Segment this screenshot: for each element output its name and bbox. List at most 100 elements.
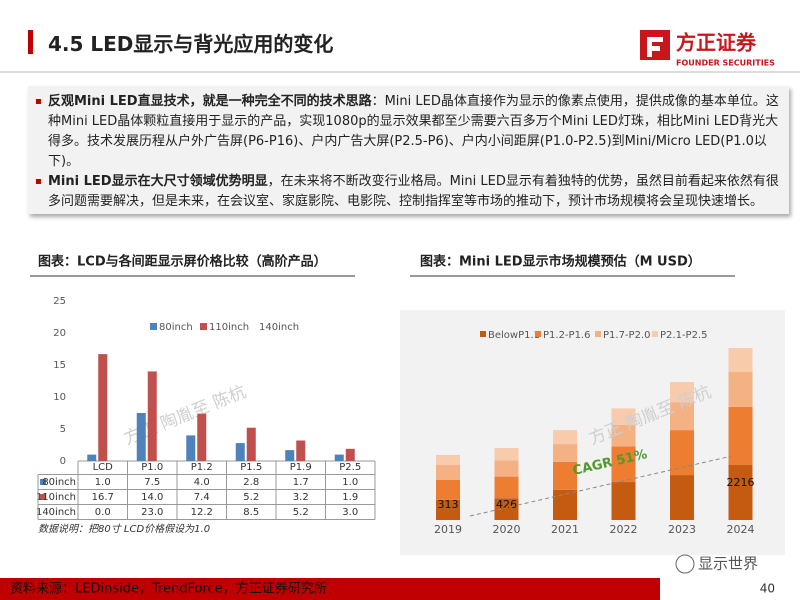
x-tick-label: 2020: [493, 523, 521, 536]
bar: [98, 354, 108, 461]
bar-segment: [436, 499, 460, 520]
legend-key: [200, 323, 207, 330]
bar-segment: [553, 444, 577, 462]
bullet: 反观Mini LED直显技术，就是一种完全不同的技术思路：Mini LED晶体直…: [36, 92, 781, 172]
table-cell: 2.8: [243, 477, 259, 488]
legend-label: 110inch: [209, 322, 249, 333]
bar: [296, 440, 306, 461]
table-cell: 5.2: [293, 507, 309, 518]
page-number: 40: [760, 582, 775, 596]
note: 数据说明：把80寸 LCD价格假设为1.0: [38, 523, 210, 535]
table-cell: 1.0: [95, 477, 111, 488]
table-cell: 0.0: [95, 507, 111, 518]
x-tick-label: 2023: [668, 523, 696, 536]
x-tick-label: P1.5: [240, 462, 262, 473]
table-cell: 1.0: [342, 477, 358, 488]
bar-segment: [611, 446, 636, 483]
bar-segment: [494, 476, 519, 499]
bar: [197, 413, 207, 461]
bar-segment: [611, 408, 636, 425]
x-tick-label: P1.9: [290, 462, 312, 473]
table-row-label: 80inch: [42, 477, 76, 488]
bullet-lead: Mini LED显示在大尺寸领域优势明显: [48, 174, 268, 189]
bar: [258, 407, 267, 461]
bar-segment: [494, 460, 519, 477]
slide-title: 4.5 LED显示与背光应用的变化: [48, 32, 334, 56]
bar-segment: [670, 402, 694, 431]
table-cell: 16.7: [92, 492, 114, 503]
total-label: 426: [496, 498, 517, 511]
x-tick-label: P1.2: [191, 462, 213, 473]
y-tick-label: 25: [53, 296, 66, 307]
table-row-label: 140inch: [36, 507, 76, 518]
bar: [136, 413, 146, 461]
table-cell: 12.2: [191, 507, 213, 518]
bar: [186, 435, 196, 461]
bar: [147, 371, 157, 461]
table-cell: 7.4: [194, 492, 210, 503]
bar-segment: [436, 464, 460, 480]
title-marker: [28, 30, 33, 54]
y-tick-label: 5: [60, 424, 66, 435]
legend-key: [535, 331, 541, 337]
bar-segment: [728, 406, 753, 465]
legend-key: [480, 331, 486, 337]
legend-label: P2.1-P2.5: [660, 330, 707, 341]
logo-name: 方正证券: [676, 31, 757, 55]
y-tick-label: 15: [53, 360, 66, 371]
y-tick-label: 0: [60, 456, 66, 467]
x-tick-label: 2024: [727, 523, 755, 536]
right-panel: [400, 310, 785, 555]
legend-label: 140inch: [259, 322, 299, 333]
footer-band: [0, 578, 660, 600]
bar: [285, 450, 295, 461]
bar: [345, 448, 355, 461]
wechat-icon: [675, 554, 695, 574]
footer-watermark: 显示世界: [698, 555, 758, 573]
logo-sub: FOUNDER SECURITIES: [676, 59, 775, 68]
legend-key: [595, 331, 601, 337]
bar-segment: [728, 348, 753, 373]
x-tick-label: 2022: [610, 523, 638, 536]
bullet-text: ，在未来将不断改变行业格局。Mini LED显示有着独特的优势，虽然目前看起来依…: [48, 174, 779, 209]
bar-segment: [611, 482, 636, 520]
legend-label: 80inch: [159, 322, 193, 333]
bar: [307, 428, 316, 461]
bar: [235, 443, 245, 461]
table-cell: 7.5: [144, 477, 160, 488]
total-label: 313: [438, 498, 459, 511]
bar: [159, 314, 168, 461]
bar-segment: [553, 430, 577, 445]
chart-title: 图表：LCD与各间距显示屏价格比较（高阶产品）: [38, 254, 327, 270]
bar: [87, 454, 97, 461]
bar-segment: [728, 464, 753, 520]
logo-icon: [640, 30, 670, 60]
bar-segment: [553, 489, 577, 520]
table-cell: 5.2: [243, 492, 259, 503]
table-key: [40, 479, 46, 485]
legend-key: [150, 323, 157, 330]
table-cell: 1.7: [293, 477, 309, 488]
x-tick-label: 2021: [551, 523, 579, 536]
chart-title: 图表：Mini LED显示市场规模预估（M USD）: [420, 254, 701, 270]
bar: [334, 454, 344, 461]
logo-glyph: [647, 37, 663, 57]
x-tick-label: 2019: [434, 523, 462, 536]
source: 资料来源：LEDinside，TrendForce，方正证券研究所: [10, 581, 327, 597]
legend-label: BelowP1.1: [488, 330, 540, 341]
bar-segment: [436, 479, 460, 500]
x-tick-label: P1.0: [141, 462, 163, 473]
bar: [357, 442, 366, 461]
table-cell: 8.5: [243, 507, 259, 518]
bar-segment: [670, 430, 694, 476]
table-key: [40, 494, 46, 500]
bar-segment: [494, 447, 519, 461]
bar: [246, 427, 256, 461]
table-cell: 23.0: [141, 507, 163, 518]
legend-label: P1.7-P2.0: [603, 330, 650, 341]
table-cell: 3.0: [342, 507, 358, 518]
table-cell: 14.0: [141, 492, 163, 503]
x-tick-label: LCD: [93, 462, 114, 473]
